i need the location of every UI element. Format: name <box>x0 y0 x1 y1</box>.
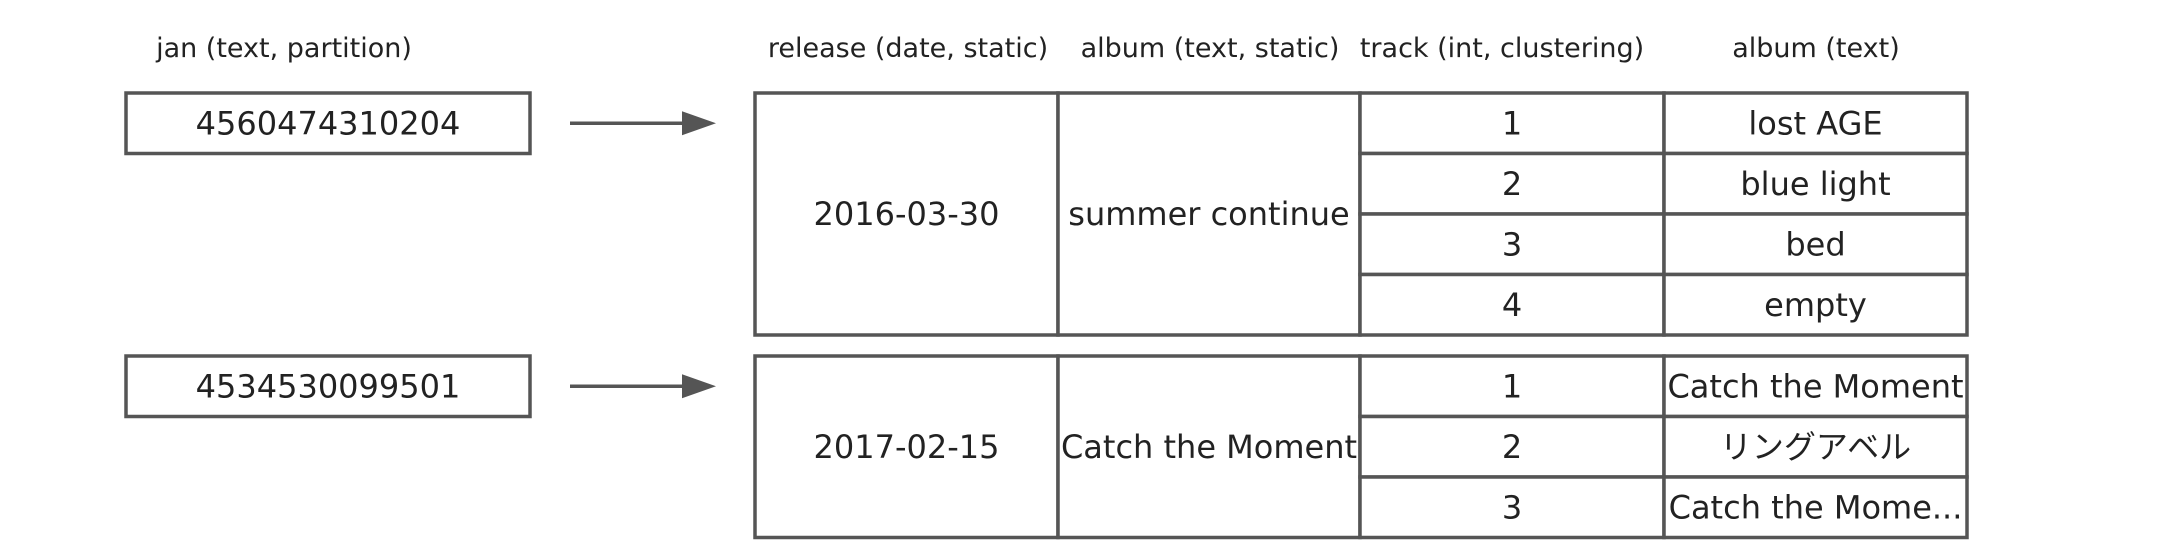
header-release: release (date, static) <box>768 33 1048 64</box>
track-value: 4 <box>1502 286 1522 324</box>
partition-key-box <box>124 91 532 156</box>
album-value: リングアベル <box>1720 428 1911 466</box>
album-cell <box>1662 91 1969 156</box>
partition-key-value: 4534530099501 <box>196 367 461 405</box>
album-static-value: Catch the Moment <box>1061 428 1357 466</box>
album-value: Catch the Mome... <box>1669 488 1963 526</box>
partitions: 4560474310204 2016-03-30 summer continue 1 l… <box>124 91 1969 540</box>
release-value: 2016-03-30 <box>814 195 1000 233</box>
column-headers: jan (text, partition) release (date, sta… <box>155 33 1900 64</box>
album-cell <box>1662 272 1969 337</box>
arrow-head <box>682 111 716 136</box>
arrow-head <box>682 374 716 399</box>
album-static-value: summer continue <box>1068 195 1349 233</box>
album-value: empty <box>1764 286 1867 324</box>
track-cell <box>1358 414 1666 479</box>
album-value: lost AGE <box>1748 104 1882 142</box>
track-value: 1 <box>1502 367 1522 405</box>
partition: 4534530099501 2017-02-15 Catch the Moment 1… <box>124 354 1969 540</box>
album-value: Catch the Moment <box>1667 367 1963 405</box>
album-value: bed <box>1785 225 1845 263</box>
track-value: 2 <box>1502 428 1522 466</box>
track-cell <box>1358 272 1666 337</box>
album-static-cell <box>1056 354 1362 540</box>
album-cell <box>1662 151 1969 216</box>
release-value: 2017-02-15 <box>814 428 1000 466</box>
header-album: album (text) <box>1732 33 1900 64</box>
release-cell <box>753 354 1060 540</box>
track-value: 1 <box>1502 104 1522 142</box>
partition: 4560474310204 2016-03-30 summer continue 1 l… <box>124 91 1969 337</box>
album-value: blue light <box>1740 165 1890 203</box>
track-value: 2 <box>1502 165 1522 203</box>
album-cell <box>1662 212 1969 277</box>
partition-key-box <box>124 354 532 419</box>
header-jan: jan (text, partition) <box>155 33 412 64</box>
track-value: 3 <box>1502 488 1522 526</box>
track-value: 3 <box>1502 225 1522 263</box>
partition-key-value: 4560474310204 <box>196 104 461 142</box>
header-album-static: album (text, static) <box>1081 33 1340 64</box>
album-static-cell <box>1056 91 1362 337</box>
album-cell <box>1662 414 1969 479</box>
album-cell <box>1662 475 1969 540</box>
header-track: track (int, clustering) <box>1360 33 1644 64</box>
release-cell <box>753 91 1060 337</box>
track-cell <box>1358 354 1666 419</box>
